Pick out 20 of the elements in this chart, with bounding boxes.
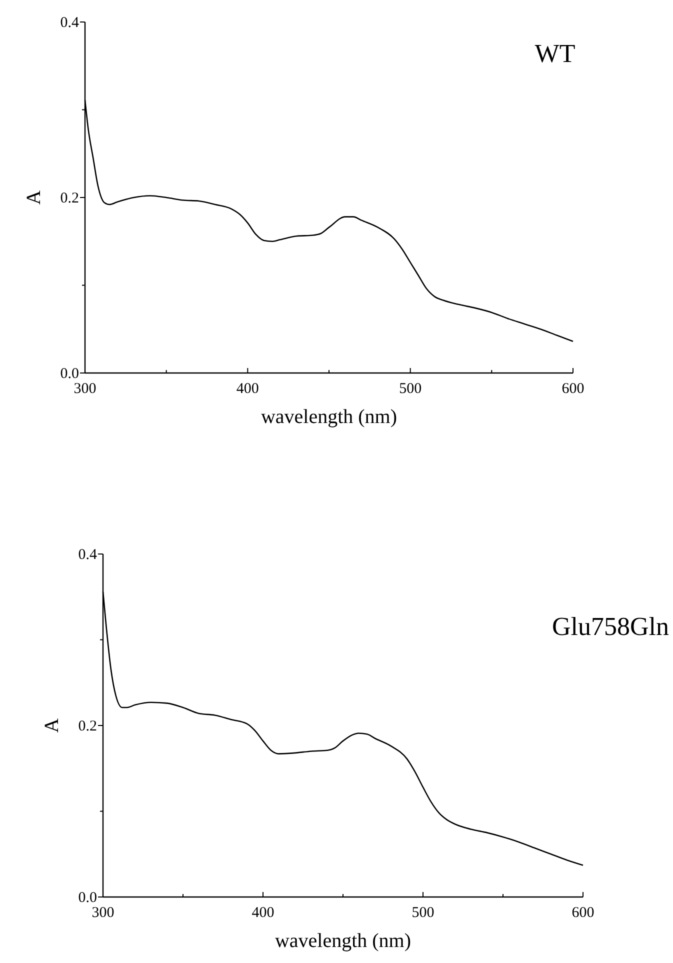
y-tick-label: 0.2 xyxy=(60,190,79,206)
x-tick-label: 400 xyxy=(252,905,274,921)
y-tick-label: 0.0 xyxy=(78,890,97,906)
annotation: WT xyxy=(534,39,576,68)
x-tick-label: 300 xyxy=(92,905,114,921)
x-tick-label: 500 xyxy=(399,381,422,397)
x-tick-label: 500 xyxy=(412,905,434,921)
x-tick-label: 400 xyxy=(236,381,259,397)
y-axis-title: A xyxy=(41,718,63,733)
x-axis-title: wavelength (nm) xyxy=(260,406,398,428)
y-tick-label: 0.0 xyxy=(60,366,79,382)
y-tick-label: 0.2 xyxy=(78,718,97,734)
y-tick-label: 0.4 xyxy=(78,547,98,563)
x-axis-title: wavelength (nm) xyxy=(274,930,412,952)
y-axis-title: A xyxy=(23,190,45,205)
x-tick-label: 600 xyxy=(562,381,584,397)
annotation: Glu758Gln xyxy=(552,612,669,641)
x-tick-label: 300 xyxy=(74,381,96,397)
y-tick-label: 0.4 xyxy=(60,15,80,31)
x-tick-label: 600 xyxy=(572,905,594,921)
